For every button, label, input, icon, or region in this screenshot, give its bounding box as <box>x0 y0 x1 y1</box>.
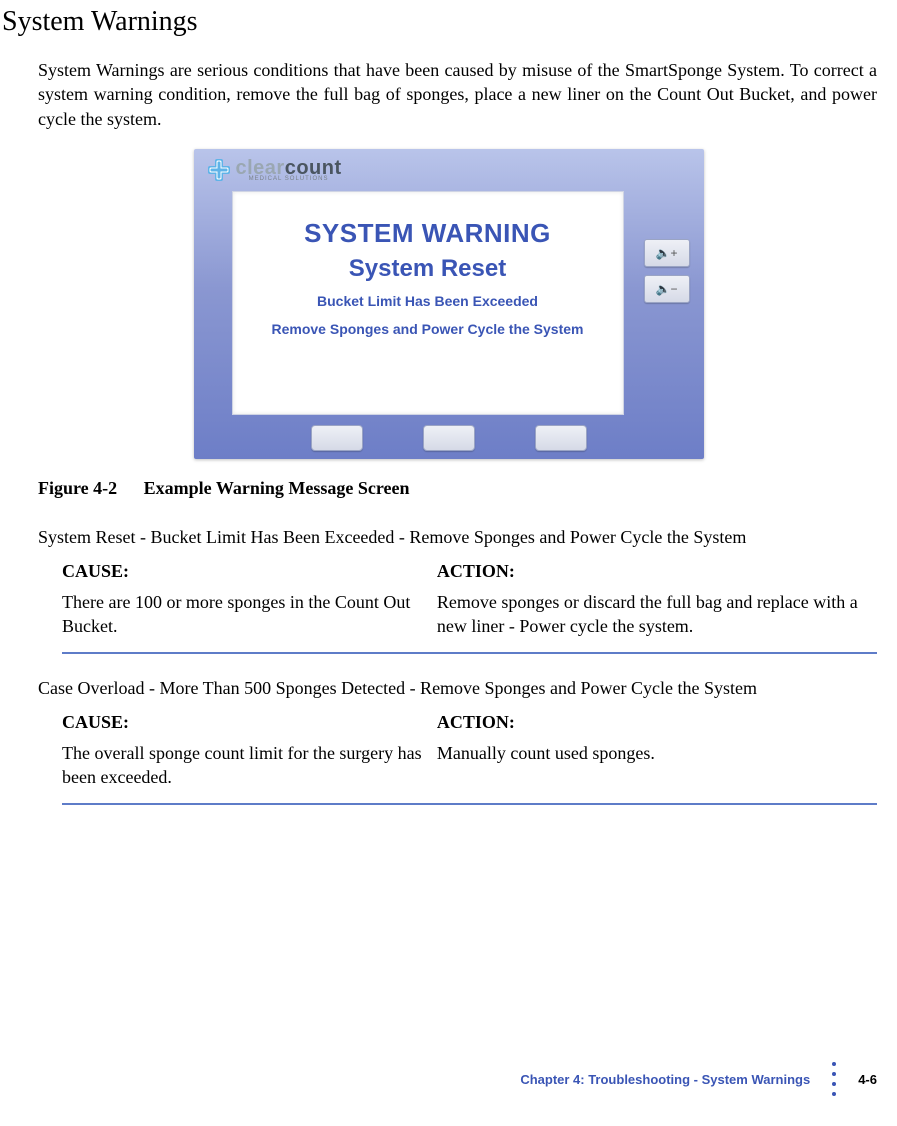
footer-chapter: Chapter 4: Troubleshooting - System Warn… <box>520 1072 810 1087</box>
separator <box>62 803 877 805</box>
cause-label: CAUSE: <box>62 558 437 589</box>
figure-text: Example Warning Message Screen <box>144 478 410 498</box>
bottom-button-1[interactable] <box>311 425 363 451</box>
page-title: System Warnings <box>0 6 897 38</box>
device-logo: clearcount MEDICAL SOLUTIONS <box>206 157 342 183</box>
action-text: Manually count used sponges. <box>437 740 877 795</box>
warning-heading: Case Overload - More Than 500 Sponges De… <box>38 678 877 699</box>
screen-line4: Remove Sponges and Power Cycle the Syste… <box>233 321 623 337</box>
footer-dots-icon <box>832 1062 836 1096</box>
warning-heading: System Reset - Bucket Limit Has Been Exc… <box>38 527 877 548</box>
device-screen: SYSTEM WARNING System Reset Bucket Limit… <box>232 191 624 415</box>
footer-page-number: 4-6 <box>858 1072 877 1087</box>
screen-line3: Bucket Limit Has Been Exceeded <box>233 293 623 309</box>
action-text: Remove sponges or discard the full bag a… <box>437 589 877 644</box>
bottom-button-2[interactable] <box>423 425 475 451</box>
plus-icon <box>206 157 232 183</box>
cause-text: There are 100 or more sponges in the Cou… <box>62 589 437 644</box>
screen-line1: SYSTEM WARNING <box>233 218 623 249</box>
page-footer: Chapter 4: Troubleshooting - System Warn… <box>520 1062 877 1096</box>
volume-up-button[interactable]: 🔈+ <box>644 239 690 267</box>
screen-line2: System Reset <box>233 255 623 283</box>
brand-sub: MEDICAL SOLUTIONS <box>236 176 342 182</box>
action-label: ACTION: <box>437 558 877 589</box>
volume-down-button[interactable]: 🔈− <box>644 275 690 303</box>
bottom-button-3[interactable] <box>535 425 587 451</box>
figure-number: Figure 4-2 <box>38 478 117 498</box>
cause-action-table: CAUSE: ACTION: The overall sponge count … <box>62 709 877 795</box>
figure-caption: Figure 4-2 Example Warning Message Scree… <box>38 478 897 499</box>
cause-action-table: CAUSE: ACTION: There are 100 or more spo… <box>62 558 877 644</box>
cause-text: The overall sponge count limit for the s… <box>62 740 437 795</box>
action-label: ACTION: <box>437 709 877 740</box>
bottom-buttons <box>194 425 704 451</box>
intro-paragraph: System Warnings are serious conditions t… <box>38 58 877 131</box>
cause-label: CAUSE: <box>62 709 437 740</box>
side-buttons: 🔈+ 🔈− <box>644 239 690 303</box>
separator <box>62 652 877 654</box>
logo-text-block: clearcount MEDICAL SOLUTIONS <box>236 157 342 182</box>
device-mockup: clearcount MEDICAL SOLUTIONS SYSTEM WARN… <box>194 149 704 459</box>
figure-wrap: clearcount MEDICAL SOLUTIONS SYSTEM WARN… <box>0 149 897 464</box>
